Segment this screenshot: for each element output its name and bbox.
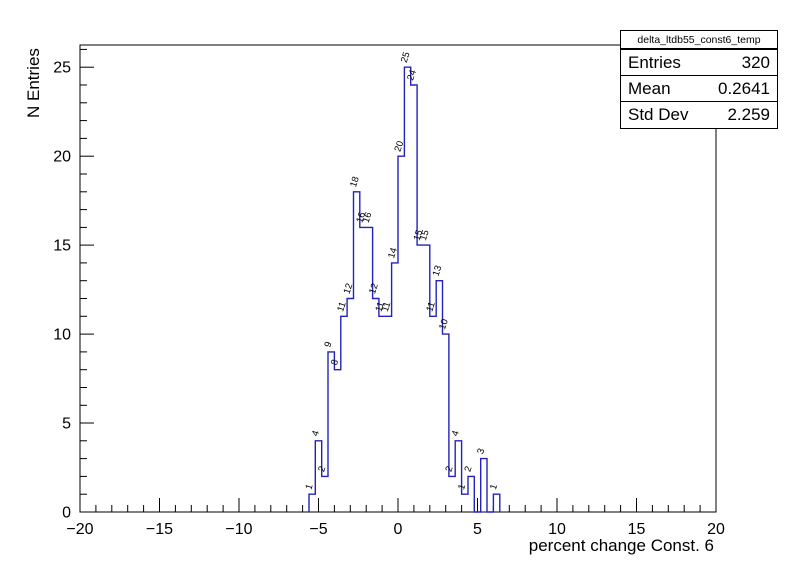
- svg-text:12: 12: [367, 282, 381, 295]
- x-axis-ticks: [79, 498, 717, 512]
- svg-text:5: 5: [62, 416, 71, 433]
- svg-text:4: 4: [310, 429, 322, 437]
- svg-text:20: 20: [707, 521, 725, 538]
- svg-text:11: 11: [373, 300, 387, 313]
- stats-row: Mean 0.2641: [621, 76, 777, 102]
- stats-label: Std Dev: [628, 105, 689, 124]
- svg-text:16: 16: [361, 211, 375, 224]
- stats-box: Entries 320 Mean 0.2641 Std Dev 2.259: [620, 49, 778, 129]
- svg-text:15: 15: [53, 238, 71, 255]
- stats-rows: Entries 320 Mean 0.2641 Std Dev 2.259: [621, 50, 777, 128]
- svg-text:12: 12: [342, 282, 356, 295]
- y-axis-title: N Entries: [24, 48, 43, 118]
- svg-text:15: 15: [418, 229, 432, 242]
- svg-text:0: 0: [394, 521, 403, 538]
- svg-text:18: 18: [348, 175, 362, 188]
- svg-text:3: 3: [475, 447, 487, 455]
- svg-text:20: 20: [393, 140, 407, 153]
- stats-value: 320: [741, 52, 770, 72]
- svg-text:11: 11: [424, 300, 438, 313]
- x-axis-title: percent change Const. 6: [528, 536, 714, 555]
- svg-text:1: 1: [456, 483, 468, 491]
- svg-text:14: 14: [386, 246, 400, 259]
- svg-text:−15: −15: [146, 521, 173, 538]
- stats-row: Entries 320: [621, 50, 777, 76]
- svg-text:11: 11: [335, 300, 349, 313]
- stats-label: Mean: [628, 78, 671, 98]
- stats-value: 0.2641: [718, 78, 770, 98]
- svg-text:2: 2: [316, 465, 328, 473]
- svg-text:4: 4: [450, 429, 462, 437]
- svg-text:20: 20: [53, 149, 71, 166]
- histogram-title-pave: delta_ltdb55_const6_temp: [620, 30, 778, 49]
- y-axis-ticks: [80, 48, 94, 513]
- svg-text:1: 1: [303, 483, 315, 491]
- svg-text:−20: −20: [66, 521, 93, 538]
- svg-text:5: 5: [473, 521, 482, 538]
- svg-text:−5: −5: [309, 521, 327, 538]
- svg-text:25: 25: [399, 51, 413, 64]
- svg-text:11: 11: [380, 300, 394, 313]
- svg-text:16: 16: [354, 211, 368, 224]
- svg-text:10: 10: [548, 521, 566, 538]
- svg-text:24: 24: [405, 68, 419, 81]
- svg-text:13: 13: [431, 264, 445, 277]
- svg-text:−10: −10: [225, 521, 252, 538]
- bin-count-labels: 1429811121816161211111420252415151113102…: [303, 51, 500, 491]
- svg-text:9: 9: [323, 340, 335, 348]
- y-tick-labels: 0 5 10 15 20 25: [53, 60, 71, 522]
- histogram-line: [308, 66, 501, 513]
- svg-text:15: 15: [628, 521, 646, 538]
- svg-text:15: 15: [412, 229, 426, 242]
- svg-text:25: 25: [53, 60, 71, 77]
- stats-value: 2.259: [727, 105, 770, 124]
- x-tick-labels: −20 −15 −10 −5 0 5 10 15 20: [66, 521, 725, 538]
- svg-text:8: 8: [329, 358, 341, 366]
- stats-row: Std Dev 2.259: [621, 102, 777, 128]
- svg-text:2: 2: [462, 465, 474, 473]
- svg-text:0: 0: [62, 505, 71, 522]
- svg-text:10: 10: [437, 318, 451, 331]
- svg-text:1: 1: [488, 483, 500, 491]
- svg-text:2: 2: [443, 465, 455, 473]
- svg-text:10: 10: [53, 327, 71, 344]
- stats-label: Entries: [628, 52, 681, 72]
